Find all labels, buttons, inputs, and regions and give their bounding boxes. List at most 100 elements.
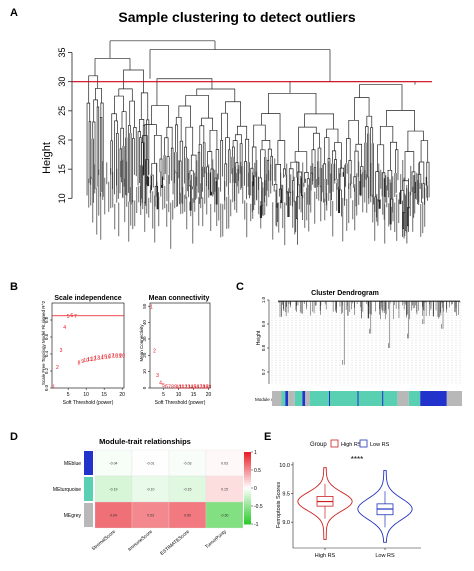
d-scale-step — [244, 522, 251, 525]
a-leaf-label — [320, 185, 322, 222]
panel-a-letter: A — [10, 7, 18, 19]
a-leaf-label — [160, 171, 162, 197]
d-heatmap-cell — [94, 475, 133, 503]
c-module-segment-grey — [272, 391, 282, 406]
a-leaf-label — [414, 174, 416, 214]
d-scale-step — [244, 482, 251, 485]
d-heatmap-cell — [168, 501, 207, 529]
a-leaf-label — [356, 173, 358, 216]
b-point-label: 10 — [83, 358, 89, 364]
panel-b-left-ylabel: Scale Free Topology Model Fit,signed R^2 — [41, 300, 46, 385]
a-leaf-label — [400, 174, 402, 200]
panel-a-y-axis: 10 15 20 25 30 35 — [57, 47, 73, 203]
d-scale-step — [244, 492, 251, 495]
b-point-label: 9 — [174, 385, 177, 391]
a-leaf-label — [398, 199, 400, 224]
c-module-segment-blue — [420, 391, 447, 406]
a-leaf-label — [106, 162, 108, 185]
c-leaf-lines — [271, 302, 461, 384]
a-leaf-label — [218, 187, 220, 221]
a-leaf-label — [422, 201, 424, 234]
d-cell-value: 0.60 — [184, 514, 191, 518]
c-y-tick-label: 1.0 — [261, 296, 266, 303]
d-heatmap-cell — [205, 449, 244, 477]
panel-e-legend: Group High RS Low RS — [310, 439, 390, 448]
c-module-segment-turquoise — [281, 391, 286, 406]
a-leaf-label — [250, 203, 252, 222]
b-point-label: 4 — [63, 325, 66, 331]
a-leaf-label — [322, 164, 324, 193]
a-leaf-label — [406, 185, 408, 233]
a-leaf-label — [236, 172, 238, 213]
d-row-label: MEgrey — [64, 513, 82, 519]
d-scale-tick-label: 0 — [254, 486, 257, 492]
a-leaf-label — [328, 161, 330, 201]
b-x-tick-label: 15 — [191, 392, 197, 398]
panel-b-right-ylabel: Mean Connectivity — [139, 324, 144, 362]
a-leaf-label — [246, 202, 248, 238]
a-leaf-label — [232, 168, 234, 203]
a-leaf-label — [158, 196, 160, 227]
d-scale-step — [244, 458, 251, 461]
d-scale-step — [244, 488, 251, 491]
a-leaf-label — [204, 167, 206, 204]
a-leaf-label — [272, 202, 274, 240]
d-scale-step — [244, 474, 251, 477]
a-leaf-label — [122, 159, 124, 198]
a-leaf-label — [220, 203, 222, 238]
a-leaf-label — [146, 177, 148, 214]
b-y-tick-label: 50 — [142, 303, 147, 309]
a-leaf-label — [346, 198, 348, 231]
d-scale-step — [244, 514, 251, 517]
d-cell-value: -0.10 — [147, 488, 155, 492]
panel-d-letter: D — [10, 431, 18, 443]
d-row-color-chip — [84, 451, 93, 475]
b-point-label: 2 — [153, 348, 156, 354]
a-leaf-label — [114, 203, 116, 230]
d-scale-step — [244, 462, 251, 465]
a-leaf-label — [308, 184, 310, 232]
a-leaf-label — [418, 162, 420, 203]
panel-c-cluster-dendrogram: 0.7 0.8 0.9 1.0 — [261, 296, 461, 384]
panel-d-heatmap: MEblue -0.04 -0.01 -0.03 0.03 MEturquoise -0.1… — [53, 449, 244, 557]
b-y-tick-label: 0.8 — [44, 316, 49, 323]
a-leaf-label — [134, 200, 136, 227]
a-leaf-label — [162, 183, 164, 210]
panel-e-legend-title: Group — [310, 442, 327, 448]
a-leaf-label — [348, 183, 350, 224]
e-violin-low — [357, 470, 413, 543]
a-leaf-label — [200, 183, 202, 209]
d-scale-step — [244, 516, 251, 519]
panel-c-letter: C — [236, 281, 244, 293]
a-y-tick-label: 30 — [57, 77, 67, 87]
legend-label-high: High RS — [341, 442, 362, 448]
a-leaf-label — [182, 187, 184, 214]
b-y-tick-label: 10 — [142, 369, 147, 375]
a-leaf-label — [372, 194, 374, 223]
b-x-tick-label: 20 — [206, 392, 212, 398]
d-cell-value: 0.53 — [147, 514, 154, 518]
d-heatmap-cell — [131, 475, 170, 503]
a-leaf-label — [374, 197, 376, 241]
b-point-label: 15 — [101, 355, 107, 361]
a-leaf-label — [394, 202, 396, 232]
b-x-tick-label: 20 — [119, 392, 125, 398]
a-leaf-label — [338, 168, 340, 206]
a-leaf-label — [120, 160, 122, 178]
a-leaf-label — [196, 160, 198, 199]
a-leaf-label — [102, 161, 104, 200]
a-leaf-label — [362, 172, 364, 213]
legend-swatch-low — [359, 439, 368, 448]
a-leaf-label — [420, 204, 422, 237]
c-module-segment-turquoise — [294, 391, 303, 406]
a-leaf-label — [108, 181, 110, 212]
b-point-label: 17 — [109, 354, 115, 360]
a-leaf-label — [312, 163, 314, 181]
a-leaf-label — [258, 178, 260, 215]
b-x-tick-label: 15 — [101, 392, 107, 398]
d-scale-step — [244, 484, 251, 487]
a-leaf-label — [336, 183, 338, 211]
a-leaf-label — [330, 173, 332, 217]
a-leaf-label — [264, 180, 266, 216]
a-leaf-label — [194, 172, 196, 212]
